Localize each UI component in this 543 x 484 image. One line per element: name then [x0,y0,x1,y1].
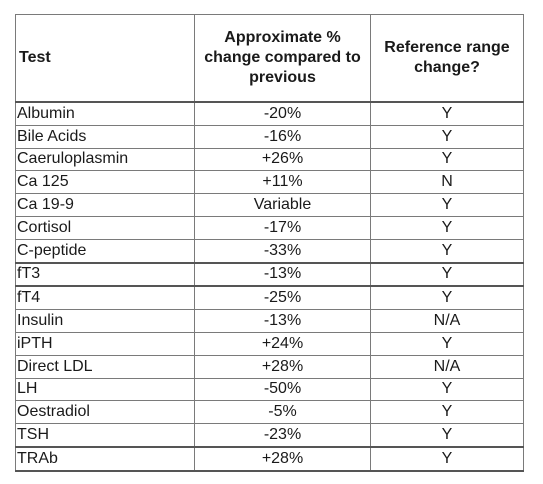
cell-test: C-peptide [15,238,195,264]
table-header-row: Test Approximate % change compared to pr… [15,14,524,103]
results-table-container: Test Approximate % change compared to pr… [15,14,524,472]
cell-test: Insulin [15,309,195,333]
cell-ref: Y [370,124,524,149]
cell-ref: Y [370,400,524,425]
table-row: iPTH +24% Y [15,331,524,356]
table-row: TSH -23% Y [15,423,524,448]
cell-ref: Y [370,147,524,172]
cell-change: -20% [194,101,371,126]
cell-test: TRAb [15,445,195,472]
cell-change: -33% [194,238,371,264]
header-reference-range: Reference range change? [370,14,524,103]
table-row: LH -50% Y [15,377,524,402]
cell-ref: Y [370,377,524,402]
cell-ref: N [370,170,524,195]
test-change-table: Test Approximate % change compared to pr… [15,14,524,472]
table-row: Caeruloplasmin +26% Y [15,147,524,172]
cell-test: fT4 [15,285,195,311]
table-row: fT3 -13% Y [15,261,524,287]
cell-test: Caeruloplasmin [15,147,195,172]
table-row: TRAb +28% Y [15,445,524,472]
table-row: C-peptide -33% Y [15,238,524,264]
cell-ref: Y [370,261,524,287]
cell-ref: Y [370,193,524,217]
table-row: Ca 125 +11% N [15,170,524,195]
cell-test: Cortisol [15,215,195,240]
cell-change: -25% [194,285,371,311]
cell-ref: Y [370,101,524,126]
cell-test: TSH [15,423,195,448]
cell-change: -23% [194,423,371,448]
cell-test: LH [15,377,195,402]
cell-change: +11% [194,170,371,195]
cell-ref: Y [370,331,524,356]
cell-test: Ca 19-9 [15,193,195,217]
cell-change: -16% [194,124,371,149]
cell-ref: N/A [370,354,524,379]
cell-change: Variable [194,193,371,217]
table-row: Cortisol -17% Y [15,215,524,240]
table-row: fT4 -25% Y [15,285,524,311]
table-row: Oestradiol -5% Y [15,400,524,425]
cell-change: -13% [194,261,371,287]
cell-change: +28% [194,354,371,379]
cell-test: Ca 125 [15,170,195,195]
cell-change: -5% [194,400,371,425]
table-row: Ca 19-9 Variable Y [15,193,524,217]
table-row: Insulin -13% N/A [15,309,524,333]
cell-ref: Y [370,215,524,240]
cell-test: Oestradiol [15,400,195,425]
cell-ref: Y [370,445,524,472]
cell-change: +26% [194,147,371,172]
cell-test: Direct LDL [15,354,195,379]
cell-change: -17% [194,215,371,240]
cell-ref: Y [370,285,524,311]
table-row: Direct LDL +28% N/A [15,354,524,379]
table-row: Albumin -20% Y [15,101,524,126]
cell-change: +28% [194,445,371,472]
cell-test: fT3 [15,261,195,287]
cell-test: Bile Acids [15,124,195,149]
cell-test: iPTH [15,331,195,356]
cell-ref: Y [370,423,524,448]
cell-change: -50% [194,377,371,402]
cell-ref: N/A [370,309,524,333]
cell-test: Albumin [15,101,195,126]
cell-change: +24% [194,331,371,356]
table-row: Bile Acids -16% Y [15,124,524,149]
cell-change: -13% [194,309,371,333]
cell-ref: Y [370,238,524,264]
header-change: Approximate % change compared to previou… [194,14,371,103]
header-test: Test [15,14,195,103]
